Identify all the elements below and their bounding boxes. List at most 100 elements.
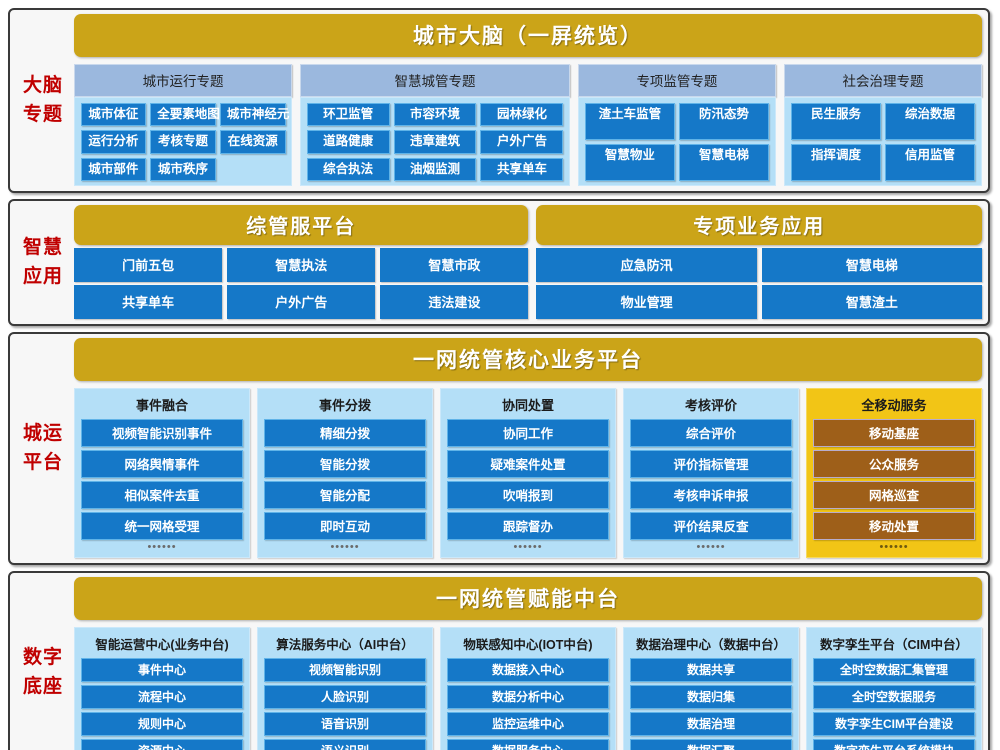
topic-chip[interactable]: 综合执法: [306, 157, 390, 182]
panel-title: 事件融合: [135, 398, 188, 414]
panel-item[interactable]: 数据接入中心: [447, 658, 609, 683]
section-label-city-brain: 大脑 专题: [12, 14, 74, 186]
section-body: 综管服平台 门前五包 智慧执法 智慧市政 共享单车 户外广告 违法建设: [74, 205, 983, 320]
app-button[interactable]: 应急防汛: [536, 248, 757, 283]
panel-more-dots: ••••••: [879, 541, 909, 554]
panel-item[interactable]: 协同工作: [447, 419, 609, 448]
topic-chip[interactable]: 环卫监管: [306, 103, 390, 127]
topic-chip[interactable]: 共享单车: [480, 157, 564, 182]
panel-item[interactable]: 视频智能识别事件: [81, 419, 243, 448]
topic-title: 智慧城管专题: [300, 64, 570, 97]
panel-item[interactable]: 全时空数据汇集管理: [813, 658, 975, 683]
panel-item[interactable]: 跟踪督办: [447, 512, 609, 541]
label-line: 大脑: [22, 74, 63, 96]
topic-chip[interactable]: 智慧电梯: [678, 144, 769, 182]
panel-item[interactable]: 监控运维中心: [447, 712, 609, 737]
app-button[interactable]: 智慧渣土: [761, 285, 983, 320]
topic-chip[interactable]: 城市神经元: [219, 103, 289, 127]
panel-item[interactable]: 数据服务中心: [447, 739, 609, 750]
topic-chip[interactable]: 道路健康: [306, 130, 390, 154]
panel-item[interactable]: 评价指标管理: [630, 450, 792, 479]
panel-item[interactable]: 数据共享: [630, 658, 792, 683]
app-button[interactable]: 门前五包: [74, 248, 223, 283]
panel-item[interactable]: 移动基座: [813, 419, 975, 448]
panel-item[interactable]: 资源中心: [81, 739, 243, 750]
panel-item[interactable]: 统一网格受理: [81, 512, 243, 541]
midplatform-panels: 智能运营中心(业务中台) 事件中心 流程中心 规则中心 资源中心 算法服务中心（…: [74, 627, 982, 750]
panel-title: 智能运营中心(业务中台): [95, 638, 229, 653]
app-button[interactable]: 智慧市政: [380, 248, 529, 283]
panel-title: 全移动服务: [861, 398, 927, 414]
panel-item[interactable]: 数字孪生平台系统模块: [813, 739, 975, 750]
topic-chip[interactable]: 市容环境: [393, 103, 477, 127]
topic-chip[interactable]: 运行分析: [80, 130, 147, 154]
panel-item[interactable]: 事件中心: [81, 658, 243, 683]
panel-item[interactable]: 考核申诉申报: [630, 481, 792, 510]
panel-item[interactable]: 数据归集: [630, 685, 792, 710]
panel-item[interactable]: 规则中心: [81, 712, 243, 737]
panel-more-dots: ••••••: [696, 541, 726, 554]
panel-item[interactable]: 精细分拨: [264, 419, 426, 448]
topic-chip[interactable]: 渣土车监管: [584, 103, 675, 141]
panel-item[interactable]: 综合评价: [630, 419, 792, 448]
panel-item[interactable]: 即时互动: [264, 512, 426, 541]
panel-item[interactable]: 吹哨报到: [447, 481, 609, 510]
label-line: 城运: [22, 422, 63, 444]
app-button[interactable]: 物业管理: [536, 285, 757, 320]
app-button[interactable]: 智慧电梯: [761, 248, 983, 283]
panel-item[interactable]: 全时空数据服务: [813, 685, 975, 710]
app-button[interactable]: 共享单车: [74, 285, 223, 320]
section-body: 一网统管核心业务平台 事件融合 视频智能识别事件 网络舆情事件 相似案件去重 统…: [74, 338, 982, 559]
panel-title: 物联感知中心(IOT中台): [463, 638, 593, 653]
topic-chip[interactable]: 防汛态势: [678, 103, 769, 141]
topic-chip[interactable]: 全要素地图: [150, 103, 220, 127]
panel-item[interactable]: 疑难案件处置: [447, 450, 609, 479]
app-button[interactable]: 户外广告: [227, 285, 376, 320]
label-line: 应用: [22, 266, 63, 288]
app-row: 门前五包 智慧执法 智慧市政: [74, 248, 529, 283]
topic-chip[interactable]: 智慧物业: [584, 144, 675, 182]
topic-column-smart-urban-mgmt: 智慧城管专题 环卫监管 市容环境 园林绿化 道路健康 违章建筑 户外广告 综合执…: [300, 64, 570, 187]
label-line: 智慧: [22, 236, 63, 258]
panel-item[interactable]: 视频智能识别: [264, 658, 426, 683]
topic-chip[interactable]: 城市部件: [80, 157, 147, 182]
topic-chip[interactable]: 园林绿化: [480, 103, 564, 127]
panel-item[interactable]: 流程中心: [81, 685, 243, 710]
label-line: 平台: [22, 452, 63, 474]
topic-chip-list: 渣土车监管 防汛态势 智慧物业 智慧电梯: [577, 97, 776, 187]
panel-item[interactable]: 数字孪生CIM平台建设: [813, 712, 975, 737]
panel-item[interactable]: 智能分配: [264, 481, 426, 510]
panel-item[interactable]: 数据分析中心: [447, 685, 609, 710]
topic-chip[interactable]: 在线资源: [219, 130, 286, 154]
panel-item[interactable]: 公众服务: [813, 450, 975, 479]
topic-chip[interactable]: 综治数据: [884, 103, 975, 141]
panel-item[interactable]: 语音识别: [264, 712, 426, 737]
panel-item[interactable]: 智能分拨: [264, 450, 426, 479]
topic-chip[interactable]: 指挥调度: [790, 144, 881, 182]
panel-item[interactable]: 评价结果反查: [630, 512, 792, 541]
panel-more-dots: ••••••: [147, 541, 177, 554]
topic-chip[interactable]: 户外广告: [480, 130, 564, 154]
topic-column-special-supervision: 专项监管专题 渣土车监管 防汛态势 智慧物业 智慧电梯: [577, 64, 776, 187]
app-button[interactable]: 违法建设: [380, 285, 529, 320]
topic-chip[interactable]: 违章建筑: [393, 130, 477, 154]
panel-item[interactable]: 语义识别: [264, 739, 426, 750]
topic-chip[interactable]: 信用监管: [884, 144, 975, 182]
topic-chip[interactable]: 城市体征: [80, 103, 147, 127]
panel-item[interactable]: 数据治理: [630, 712, 792, 737]
app-button[interactable]: 智慧执法: [227, 248, 376, 283]
topic-chip[interactable]: 油烟监测: [393, 157, 477, 182]
panel-data-governance-center: 数据治理中心（数据中台） 数据共享 数据归集 数据治理 数据汇聚: [623, 627, 799, 750]
panel-item[interactable]: 移动处置: [813, 512, 975, 541]
topic-chip[interactable]: 民生服务: [790, 103, 881, 141]
panel-item[interactable]: 人脸识别: [264, 685, 426, 710]
panel-item[interactable]: 相似案件去重: [81, 481, 243, 510]
panel-item[interactable]: 网络舆情事件: [81, 450, 243, 479]
topic-chip[interactable]: 考核专题: [150, 130, 216, 154]
section-label-city-operation-platform: 城运 平台: [12, 338, 74, 558]
topic-chip[interactable]: 城市秩序: [150, 157, 216, 182]
panel-item[interactable]: 网格巡查: [813, 481, 975, 510]
panel-item[interactable]: 数据汇聚: [630, 739, 792, 750]
panel-title: 协同处置: [501, 398, 554, 414]
topic-chip-list: 环卫监管 市容环境 园林绿化 道路健康 违章建筑 户外广告 综合执法 油烟监测 …: [300, 97, 570, 187]
